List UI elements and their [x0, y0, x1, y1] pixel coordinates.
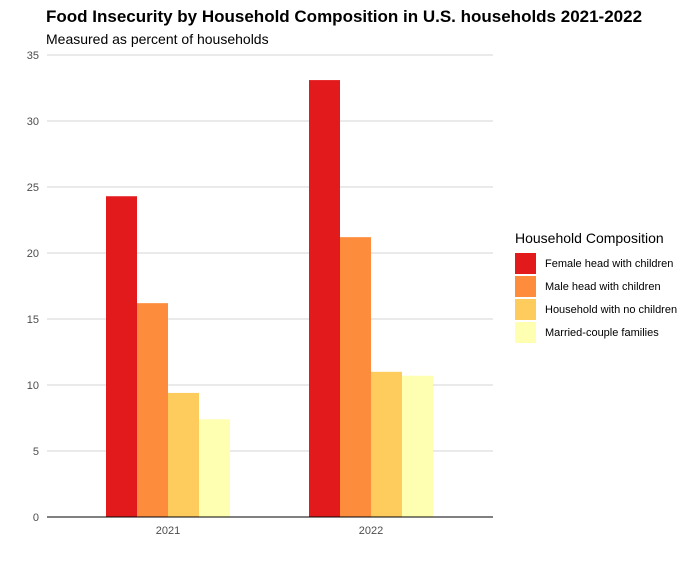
legend-label: Married-couple families — [545, 326, 659, 339]
y-tick-label: 15 — [27, 314, 39, 326]
bar — [340, 237, 371, 517]
legend-item: Female head with children — [515, 252, 677, 275]
legend-swatch — [515, 253, 536, 274]
legend-swatch — [515, 299, 536, 320]
y-tick-label: 30 — [27, 116, 39, 128]
y-tick-label: 10 — [27, 380, 39, 392]
bar — [402, 375, 433, 517]
legend-label: Household with no children — [545, 303, 678, 316]
chart-title: Food Insecurity by Household Composition… — [46, 7, 643, 26]
bar — [371, 371, 402, 517]
bar — [168, 392, 199, 517]
y-tick-label: 5 — [33, 446, 39, 458]
y-tick-label: 25 — [27, 182, 39, 194]
y-tick-label: 0 — [33, 512, 39, 524]
legend-item: Household with no children — [515, 298, 677, 321]
bar — [309, 80, 340, 517]
legend-label: Female head with children — [545, 257, 674, 270]
chart-legend: Household Composition Female head with c… — [515, 230, 677, 344]
legend-swatch — [515, 322, 536, 343]
y-tick-label: 20 — [27, 248, 39, 260]
x-tick-label: 2022 — [359, 525, 383, 537]
legend-item: Married-couple families — [515, 321, 677, 344]
bar — [106, 196, 137, 518]
legend-item: Male head with children — [515, 275, 677, 298]
legend-swatch — [515, 276, 536, 297]
y-tick-label: 35 — [27, 50, 39, 62]
x-tick-label: 2021 — [156, 525, 180, 537]
legend-label: Male head with children — [545, 280, 661, 293]
bar — [199, 419, 230, 517]
bar — [137, 303, 168, 517]
chart-subtitle: Measured as percent of households — [46, 31, 269, 47]
legend-title: Household Composition — [515, 230, 664, 246]
